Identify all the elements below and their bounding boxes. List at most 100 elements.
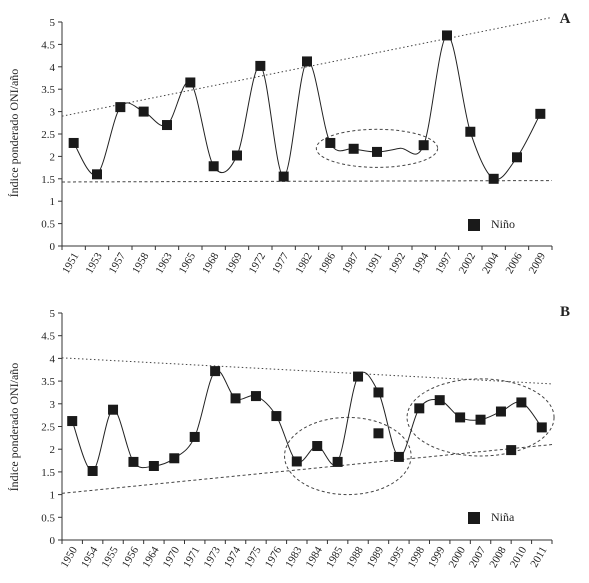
panel-a-x-tick-label: 2009 — [527, 250, 549, 275]
panel-a-highlight-ellipse — [315, 128, 439, 168]
panel-b-y-axis-label: Índice ponderado ONI/año — [7, 363, 21, 492]
panel-b-x-tick-label: 1970 — [161, 544, 183, 569]
panel-a-x-tick-label: 1986 — [317, 250, 339, 275]
panel-a-y-tick-label: 3.5 — [41, 84, 55, 96]
panel-b-nina-chart: B Índice ponderado ONI/año Niña 0 0.5 1 1.5… — [7, 304, 570, 570]
panel-b-data-point — [189, 431, 200, 442]
panel-b-data-point — [455, 412, 466, 423]
panel-a-y-tick-label: 0 — [50, 241, 56, 253]
panel-b-data-point — [169, 453, 180, 464]
panel-a-data-point — [372, 146, 382, 157]
panel-a-x-tick-label: 2004 — [480, 250, 502, 275]
panel-b-x-tick-label: 1950 — [59, 544, 81, 569]
panel-a-x-tick-label: 1969 — [223, 250, 245, 275]
panel-b-x-tick-label: 2010 — [508, 544, 530, 569]
panel-b-y-tick-label: 5 — [50, 308, 56, 320]
panel-b-data-point — [148, 460, 159, 471]
panel-a-trend-line-lower — [61, 180, 553, 183]
panel-a-data-point — [512, 152, 522, 163]
panel-b-x-tick-label: 1964 — [140, 544, 162, 569]
panel-a-nino-chart: A Índice ponderado ONI/año Niño 0 0.5 1 1.5… — [7, 11, 571, 276]
panel-b-data-point — [128, 456, 139, 467]
panel-a-data-point — [418, 140, 429, 151]
panel-b-x-tick-label: 1954 — [79, 544, 101, 569]
panel-a-x-tick-label: 1987 — [340, 250, 362, 275]
panel-a-y-tick-label: 3 — [50, 107, 56, 119]
panel-a-data-point — [442, 30, 452, 41]
panel-a-x-tick-label: 1977 — [270, 250, 292, 275]
panel-a-y-tick-label: 0.5 — [41, 219, 55, 231]
panel-b-x-tick-label: 1971 — [181, 545, 202, 570]
panel-b-y-tick-label: 4.5 — [41, 331, 55, 343]
panel-a-x-tick-label: 2002 — [457, 251, 478, 276]
panel-b-y-tick-label: 4 — [50, 353, 56, 365]
panel-a-series-line — [73, 34, 541, 181]
panel-b-data-point — [291, 456, 302, 467]
panel-a-y-tick-label: 1 — [50, 196, 56, 208]
panel-a-data-point — [488, 173, 499, 184]
panel-b-data-point — [506, 445, 517, 456]
panel-b-data-point — [108, 404, 119, 415]
panel-a-legend-label: Niño — [491, 217, 515, 231]
panel-a-data-point — [278, 171, 289, 182]
panel-b-data-point — [475, 414, 486, 425]
panel-a-y-tick-label: 2 — [50, 151, 56, 163]
panel-b-label: B — [560, 304, 570, 320]
panel-b-data-point — [536, 422, 547, 433]
panel-a-x-tick-label: 1957 — [107, 250, 129, 275]
panel-a-x-tick-label: 1953 — [83, 250, 105, 275]
panel-a-x-tick-label: 1992 — [387, 251, 408, 276]
panel-a-trend-line-upper — [61, 16, 553, 117]
panel-a-y-tick-label: 1.5 — [41, 174, 55, 186]
panel-b-y-tick-label: 3 — [50, 399, 56, 411]
panel-b-data-point — [332, 456, 343, 467]
panel-b-data-point — [495, 406, 506, 417]
panel-a-data-point — [302, 56, 312, 67]
panel-a-data-point — [208, 161, 219, 172]
panel-a-x-tick-label: 1963 — [153, 250, 175, 275]
panel-b-data-point — [250, 391, 261, 402]
panel-a-x-tick-label: 2006 — [503, 250, 525, 275]
panel-a-x-tick-label: 1997 — [433, 250, 455, 275]
panel-b-highlight-ellipse — [406, 378, 555, 457]
panel-b-data-point — [230, 393, 241, 404]
panel-b-y-tick-label: 1 — [50, 490, 56, 502]
panel-b-trend-line-upper — [61, 357, 553, 385]
panel-a-y-tick-label: 5 — [50, 17, 56, 29]
panel-a-x-tick-label: 1994 — [410, 250, 432, 275]
panel-a-x-tick-label: 1972 — [247, 251, 268, 276]
panel-b-data-point — [67, 416, 78, 427]
panel-b-highlight-ellipse — [284, 416, 412, 496]
panel-b-legend-marker — [468, 512, 480, 524]
panel-b-data-point — [87, 465, 98, 476]
panel-b-x-tick-label: 1955 — [99, 544, 121, 569]
panel-a-x-tick-label: 1958 — [130, 250, 152, 275]
panel-a-y-tick-label: 2.5 — [41, 129, 55, 141]
panel-b-x-tick-label: 1975 — [242, 544, 264, 569]
panel-a-data-point — [138, 106, 149, 117]
panel-b-x-tick-label: 1995 — [385, 544, 407, 569]
panel-a-x-tick-label: 1968 — [200, 250, 222, 275]
panel-a-y-tick-label: 4 — [50, 62, 56, 74]
panel-b-data-point — [312, 441, 323, 452]
panel-a-data-point — [255, 60, 266, 71]
panel-a-data-point — [232, 150, 242, 161]
panel-b-data-point — [353, 371, 364, 382]
panel-b-y-tick-label: 1.5 — [41, 467, 55, 479]
panel-b-y-tick-label: 3.5 — [41, 376, 55, 388]
panel-b-x-tick-label: 1983 — [283, 544, 305, 569]
panel-b-x-tick-label: 1956 — [120, 544, 142, 569]
panel-a-data-point — [162, 120, 172, 131]
panel-b-x-tick-label: 1999 — [426, 544, 448, 569]
panel-b-x-tick-label: 2007 — [467, 544, 489, 569]
panel-b-data-point — [271, 411, 282, 422]
panel-b-x-tick-label: 1976 — [263, 544, 285, 569]
panel-b-x-tick-label: 1989 — [365, 544, 387, 569]
panel-b-data-point — [434, 395, 445, 406]
panel-b-y-tick-label: 0 — [50, 535, 56, 547]
panel-a-label: A — [560, 11, 571, 27]
panel-b-x-tick-label: 2011 — [528, 545, 549, 570]
panel-a-data-point — [535, 108, 546, 119]
panel-b-data-point — [373, 387, 384, 398]
